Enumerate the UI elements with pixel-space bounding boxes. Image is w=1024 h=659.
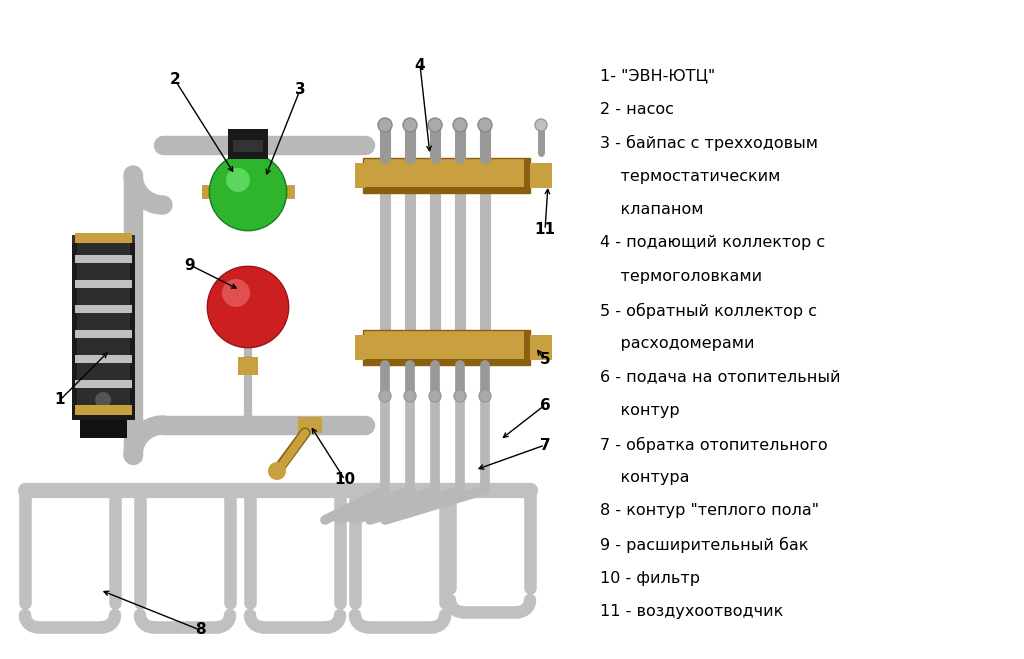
Text: 10 - фильтр: 10 - фильтр (600, 571, 700, 585)
Text: клапаном: клапаном (600, 202, 703, 217)
Bar (362, 359, 530, 365)
Circle shape (208, 267, 288, 347)
Circle shape (241, 356, 255, 370)
Circle shape (268, 462, 286, 480)
Text: 2 - насос: 2 - насос (600, 101, 674, 117)
Text: 11: 11 (535, 223, 555, 237)
Bar (298, 417, 322, 433)
Bar (80, 420, 127, 438)
Bar (75, 405, 132, 415)
Bar (75, 305, 132, 313)
Text: 10: 10 (335, 473, 355, 488)
Circle shape (379, 390, 391, 402)
Circle shape (453, 118, 467, 132)
Text: 1- "ЭВН-ЮТЦ": 1- "ЭВН-ЮТЦ" (600, 68, 715, 83)
Circle shape (478, 118, 492, 132)
Text: 3 - байпас с трехходовым: 3 - байпас с трехходовым (600, 135, 818, 151)
Bar (524, 330, 530, 365)
Circle shape (479, 390, 490, 402)
Text: 2: 2 (170, 72, 180, 88)
Bar (281, 185, 295, 199)
Text: контур: контур (600, 403, 680, 418)
Text: 7 - обратка отопительного: 7 - обратка отопительного (600, 436, 827, 453)
Text: контура: контура (600, 470, 689, 485)
Text: 4: 4 (415, 57, 425, 72)
Circle shape (208, 267, 288, 347)
Text: 9: 9 (184, 258, 196, 273)
Bar (355, 335, 365, 360)
Bar (362, 330, 530, 365)
Bar (233, 140, 263, 152)
Circle shape (378, 118, 392, 132)
Text: термоголовками: термоголовками (600, 269, 762, 284)
Bar (75, 330, 132, 338)
Circle shape (210, 154, 286, 230)
Bar (75, 255, 132, 263)
Bar (228, 129, 268, 159)
Bar (75, 233, 132, 243)
Circle shape (404, 390, 416, 402)
Circle shape (454, 390, 466, 402)
Circle shape (403, 118, 417, 132)
Bar (202, 185, 216, 199)
Bar (530, 163, 552, 188)
Circle shape (210, 154, 286, 230)
Text: 8: 8 (195, 623, 206, 637)
Bar (362, 158, 530, 193)
Text: 9 - расширительный бак: 9 - расширительный бак (600, 537, 808, 553)
Text: расходомерами: расходомерами (600, 336, 755, 351)
Text: термостатическим: термостатическим (600, 169, 780, 183)
Bar (355, 163, 365, 188)
Text: 1: 1 (54, 393, 66, 407)
Text: 11 - воздухоотводчик: 11 - воздухоотводчик (600, 604, 783, 619)
Text: 5 - обратный коллектор с: 5 - обратный коллектор с (600, 302, 817, 319)
Bar (75, 405, 132, 413)
Text: 4 - подающий коллектор с: 4 - подающий коллектор с (600, 235, 825, 250)
Text: 5: 5 (540, 353, 550, 368)
Bar (72, 235, 135, 420)
Bar (362, 187, 530, 193)
Circle shape (208, 267, 288, 347)
Circle shape (226, 168, 250, 192)
Bar (75, 380, 132, 388)
Bar (75, 280, 132, 288)
Text: 3: 3 (295, 82, 305, 98)
Text: 7: 7 (540, 438, 550, 453)
Circle shape (535, 119, 547, 131)
Circle shape (428, 118, 442, 132)
Bar (238, 357, 258, 375)
Bar (530, 335, 552, 360)
Bar (524, 158, 530, 193)
Bar (72, 235, 135, 243)
Circle shape (429, 390, 441, 402)
Text: 6 - подача на отопительный: 6 - подача на отопительный (600, 370, 841, 384)
Circle shape (222, 279, 250, 307)
Text: 6: 6 (540, 397, 550, 413)
Circle shape (95, 392, 111, 408)
Circle shape (210, 154, 286, 230)
Text: 8 - контур "теплого пола": 8 - контур "теплого пола" (600, 503, 819, 519)
Bar (77, 240, 130, 415)
Bar (75, 355, 132, 363)
